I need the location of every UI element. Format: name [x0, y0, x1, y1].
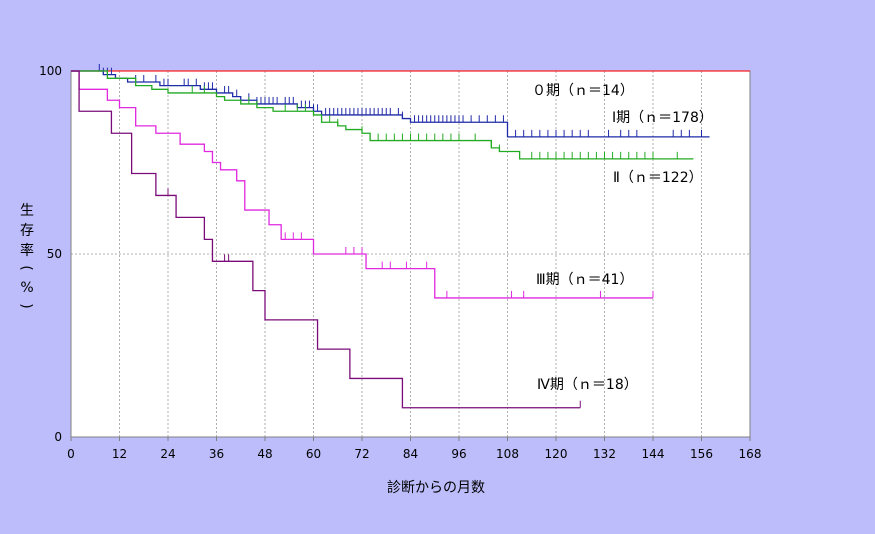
- svg-text:生: 生: [20, 203, 34, 219]
- svg-text:): ): [18, 303, 34, 308]
- x-tick-label: 120: [545, 447, 568, 461]
- x-tick-label: 132: [593, 447, 616, 461]
- series-line-2: [71, 70, 694, 160]
- x-tick-label: 96: [451, 447, 466, 461]
- x-tick-label: 36: [209, 447, 224, 461]
- y-tick-label: 100: [39, 64, 62, 78]
- svg-text:(: (: [18, 265, 34, 270]
- series-label-stage0: ０期（ｎ＝14）: [532, 83, 634, 99]
- y-axis-title: 生 存 率 ( % ): [18, 203, 34, 309]
- series-layer: [71, 64, 750, 409]
- x-tick-label: 108: [496, 447, 519, 461]
- x-tick-label: 144: [642, 447, 665, 461]
- y-tick-label: 0: [54, 430, 62, 444]
- svg-text:存: 存: [20, 223, 34, 239]
- x-tick-label: 24: [160, 447, 175, 461]
- y-tick-label: 50: [47, 247, 62, 261]
- series-label-stage1: Ⅰ期（ｎ＝178）: [612, 110, 713, 126]
- series-line-3: [71, 70, 653, 299]
- x-tick-label: 168: [739, 447, 762, 461]
- x-tick-label: 12: [112, 447, 127, 461]
- svg-text:%: %: [20, 280, 33, 296]
- svg-text:率: 率: [20, 242, 34, 259]
- tick-labels: 0 12 24 36 48 60 72 84 96 108 120 132 144 156 168 0 50 10…: [39, 64, 761, 461]
- x-tick-label: 84: [403, 447, 418, 461]
- series-label-stage4: Ⅳ期（ｎ＝18）: [537, 377, 638, 393]
- series-line-4: [71, 70, 581, 409]
- series-label-stage2: Ⅱ（ｎ＝122）: [613, 170, 703, 186]
- series-label-stage3: Ⅲ期（ｎ＝41）: [536, 272, 633, 288]
- x-tick-label: 72: [354, 447, 369, 461]
- x-axis-title: 診断からの月数: [387, 480, 485, 496]
- x-tick-label: 0: [67, 447, 75, 461]
- x-tick-label: 156: [690, 447, 713, 461]
- x-tick-label: 60: [306, 447, 321, 461]
- x-tick-label: 48: [257, 447, 272, 461]
